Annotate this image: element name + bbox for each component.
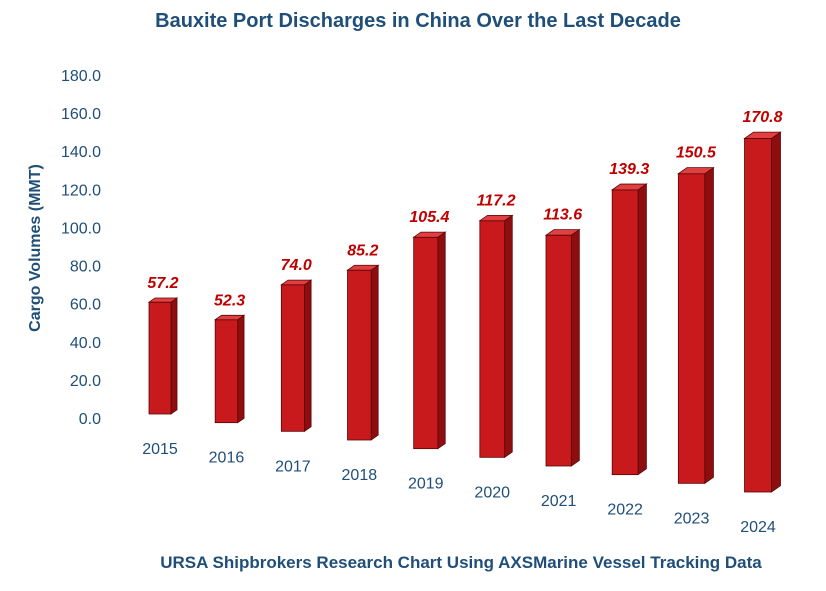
bar-top — [610, 183, 648, 191]
bar-side — [237, 314, 245, 424]
x-axis-ticks: 2015 2016 2017 2018 2019 2020 2021 2022 2023 2024 — [142, 441, 776, 536]
bar-2019 — [412, 231, 447, 450]
y-tick-label: 120.0 — [61, 182, 101, 199]
y-tick-label: 160.0 — [61, 106, 101, 123]
bar-front — [479, 220, 506, 458]
bar-top — [544, 229, 581, 236]
data-label: 57.2 — [147, 275, 178, 292]
x-tick-label: 2021 — [541, 493, 577, 510]
bar-2022 — [610, 183, 648, 476]
bar-top — [280, 279, 313, 286]
data-label: 74.0 — [281, 257, 312, 274]
chart-title: Bauxite Port Discharges in China Over th… — [155, 10, 681, 32]
x-tick-label: 2017 — [275, 458, 311, 475]
y-tick-label: 80.0 — [70, 259, 101, 276]
bar-front — [214, 319, 239, 424]
data-label: 139.3 — [609, 161, 649, 178]
bar-side — [637, 183, 647, 476]
data-label: 150.5 — [676, 145, 717, 162]
data-label: 105.4 — [409, 209, 449, 226]
bar-top — [478, 214, 514, 222]
x-tick-label: 2016 — [209, 450, 245, 467]
bar-2017 — [280, 279, 313, 433]
data-label: 170.8 — [742, 109, 782, 126]
bar-2016 — [213, 314, 246, 424]
bar-top — [412, 231, 447, 238]
bar-side — [771, 131, 781, 493]
bar-top — [677, 167, 715, 175]
x-tick-label: 2018 — [342, 467, 378, 484]
bar-top — [213, 314, 246, 321]
x-tick-label: 2023 — [674, 510, 710, 527]
bar-front — [280, 284, 305, 432]
data-label: 117.2 — [477, 192, 516, 209]
data-label: 113.6 — [543, 207, 582, 224]
data-label: 52.3 — [214, 292, 245, 309]
bar-top — [147, 297, 179, 303]
bar-2023 — [677, 166, 715, 485]
x-tick-label: 2020 — [474, 484, 510, 501]
y-axis-label: Cargo Volumes (MMT) — [27, 164, 44, 332]
data-label: 85.2 — [347, 242, 378, 259]
bar-side — [570, 228, 580, 467]
x-tick-label: 2022 — [607, 502, 643, 519]
bar-side — [304, 279, 312, 433]
bars: 57.2 52.3 74.0 85.2 105.4 117.2 113.6 139.3 150.… — [147, 109, 783, 493]
chart-subtitle: URSA Shipbrokers Research Chart Using AX… — [160, 553, 762, 572]
bar-top — [346, 264, 380, 271]
x-tick-label: 2019 — [408, 476, 444, 493]
y-tick-label: 180.0 — [61, 68, 101, 85]
bar-2018 — [346, 264, 380, 441]
y-tick-label: 140.0 — [61, 144, 101, 161]
bar-front — [413, 236, 439, 450]
bar-side — [370, 264, 379, 441]
y-tick-label: 20.0 — [70, 373, 101, 390]
y-tick-label: 100.0 — [61, 220, 101, 237]
y-tick-label: 0.0 — [79, 411, 101, 428]
bar-front — [677, 173, 706, 484]
y-tick-label: 40.0 — [70, 335, 101, 352]
bar-side — [437, 231, 446, 450]
bar-front — [545, 234, 572, 467]
x-tick-label: 2015 — [142, 441, 178, 458]
bar-top — [743, 131, 782, 139]
bar-front — [347, 269, 372, 441]
bar-front — [744, 138, 772, 493]
bar-2015 — [147, 297, 179, 415]
bar-side — [704, 166, 714, 485]
y-axis-ticks: 0.0 20.0 40.0 60.0 80.0 100.0 120.0 140.0 160.0 1… — [61, 68, 101, 428]
x-tick-label: 2024 — [740, 519, 776, 536]
bar-side — [170, 297, 178, 415]
bar-side — [504, 214, 513, 459]
bar-2020 — [478, 214, 514, 459]
bar-2024 — [743, 131, 782, 493]
y-tick-label: 60.0 — [70, 297, 101, 314]
bar-front — [611, 189, 639, 476]
bar-front — [148, 301, 172, 415]
bar-2021 — [544, 228, 581, 467]
